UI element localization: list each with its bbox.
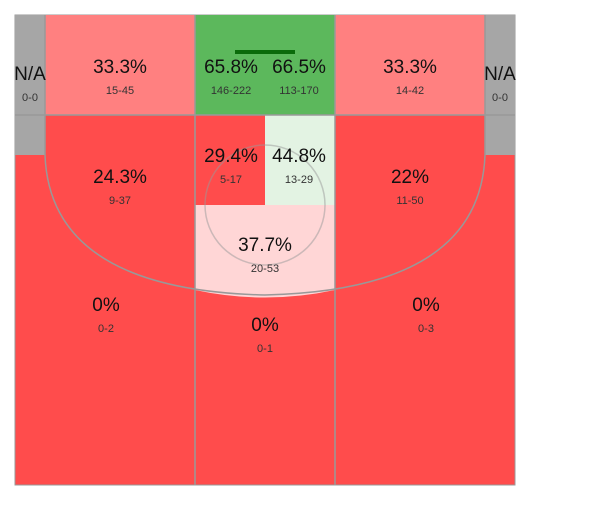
zone-record: 146-222 [211, 85, 251, 97]
zone-record: 0-3 [418, 323, 434, 335]
free-throw-circle [204, 144, 326, 266]
zone-record: 13-29 [285, 174, 313, 186]
zone-record: 0-1 [257, 343, 273, 355]
zone-record: 11-50 [396, 195, 423, 207]
three-point-arc [44, 154, 486, 296]
zone-record: 5-17 [220, 174, 242, 186]
zone-lines [15, 15, 515, 485]
zone-record: 0-0 [22, 92, 38, 104]
zone-percentage: 0% [251, 315, 279, 336]
zone-record: 9-37 [109, 195, 131, 207]
zone-record: 14-42 [396, 85, 424, 97]
zone [485, 15, 515, 155]
zone [265, 15, 335, 115]
zone-percentage: 0% [412, 295, 440, 316]
zone [195, 15, 265, 115]
zone [15, 15, 45, 155]
zone-record: 0-0 [492, 92, 508, 104]
zone-record: 0-2 [98, 323, 114, 335]
zone-percentage: 44.8% [272, 146, 326, 167]
zone-record: 113-170 [279, 85, 319, 97]
zone-percentage: 24.3% [93, 167, 147, 188]
zone-percentage: N/A [484, 64, 516, 85]
zone-record: 15-45 [106, 85, 134, 97]
zone-percentage: 37.7% [238, 235, 292, 256]
zone-percentage: 33.3% [93, 57, 147, 78]
zone-percentage: 29.4% [204, 146, 258, 167]
zone-record: 20-53 [251, 263, 279, 275]
zone-percentage: 0% [92, 295, 120, 316]
zone-percentage: 22% [391, 167, 429, 188]
zone-percentage: 33.3% [383, 57, 437, 78]
zone-percentage: 66.5% [272, 57, 326, 78]
zone-percentage: N/A [14, 64, 46, 85]
zone-percentage: 65.8% [204, 57, 258, 78]
zone [45, 15, 195, 115]
zone [195, 205, 335, 298]
zone [335, 15, 485, 115]
